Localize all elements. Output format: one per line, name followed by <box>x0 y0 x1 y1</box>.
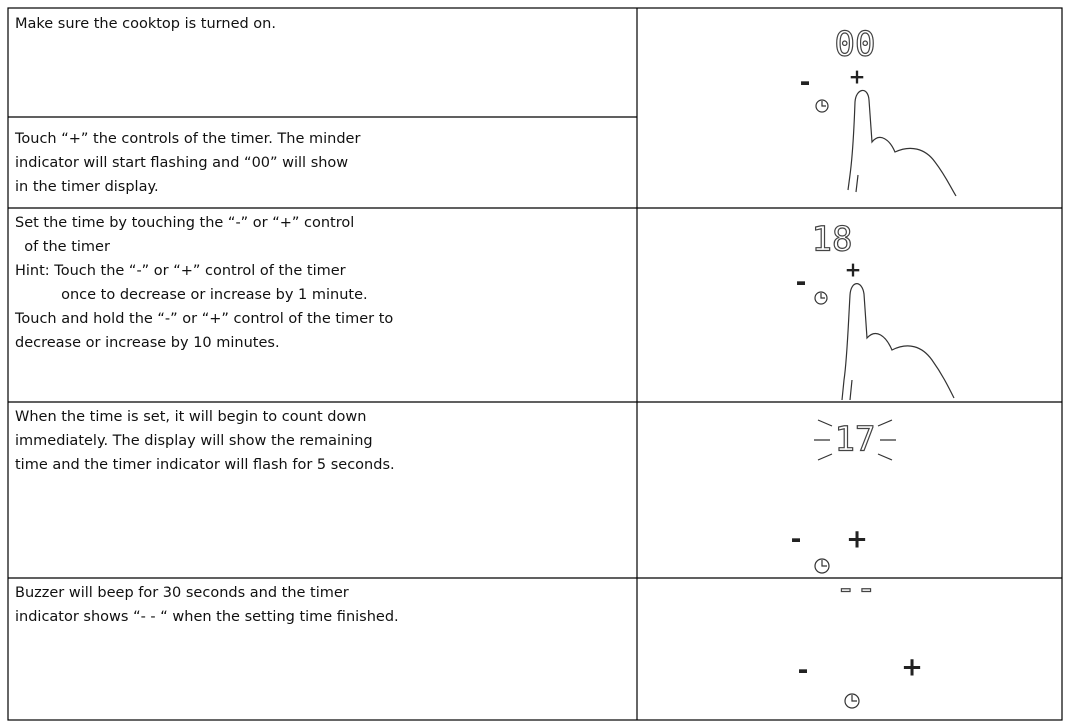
clock-icon <box>814 558 830 574</box>
table-border <box>7 7 1063 721</box>
timer-display: 17 <box>835 420 876 460</box>
plus-control: + <box>849 65 866 89</box>
text-line: Touch and hold the “-” or “+” control of… <box>15 311 394 327</box>
table-grid <box>7 7 1063 721</box>
text-line: indicator shows “- - “ when the setting … <box>15 609 399 625</box>
minus-control: - <box>798 656 809 686</box>
text-line: decrease or increase by 10 minutes. <box>15 335 280 351</box>
timer-display: 18 <box>812 220 853 260</box>
timer-display: -- <box>836 569 877 609</box>
text-line: Make sure the cooktop is turned on. <box>15 16 276 32</box>
minus-control: - <box>796 268 807 298</box>
hand-drawing <box>841 283 955 401</box>
text-line: once to decrease or increase by 1 minute… <box>15 287 368 303</box>
text-line: immediately. The display will show the r… <box>15 433 373 449</box>
timer-display: 00 <box>835 25 876 65</box>
plus-control: + <box>846 525 868 555</box>
minus-control: - <box>800 68 811 98</box>
text-line: in the timer display. <box>15 179 159 195</box>
minus-control: - <box>791 525 802 555</box>
clock-icon <box>844 693 860 709</box>
plus-control: + <box>901 653 923 683</box>
text-line: indicator will start flashing and “00” w… <box>15 155 349 171</box>
text-line: time and the timer indicator will flash … <box>15 457 395 473</box>
text-line: Buzzer will beep for 30 seconds and the … <box>15 585 349 601</box>
clock-icon <box>814 291 828 305</box>
clock-icon <box>815 99 829 113</box>
text-line: When the time is set, it will begin to c… <box>15 409 367 425</box>
text-line: Set the time by touching the “-” or “+” … <box>15 215 355 231</box>
text-line: of the timer <box>15 239 110 255</box>
hand-drawing <box>847 89 957 197</box>
text-line: Hint: Touch the “-” or “+” control of th… <box>15 263 346 279</box>
text-line: Touch “+” the controls of the timer. The… <box>15 131 361 147</box>
plus-control: + <box>845 258 862 282</box>
flash-rays <box>814 419 896 461</box>
